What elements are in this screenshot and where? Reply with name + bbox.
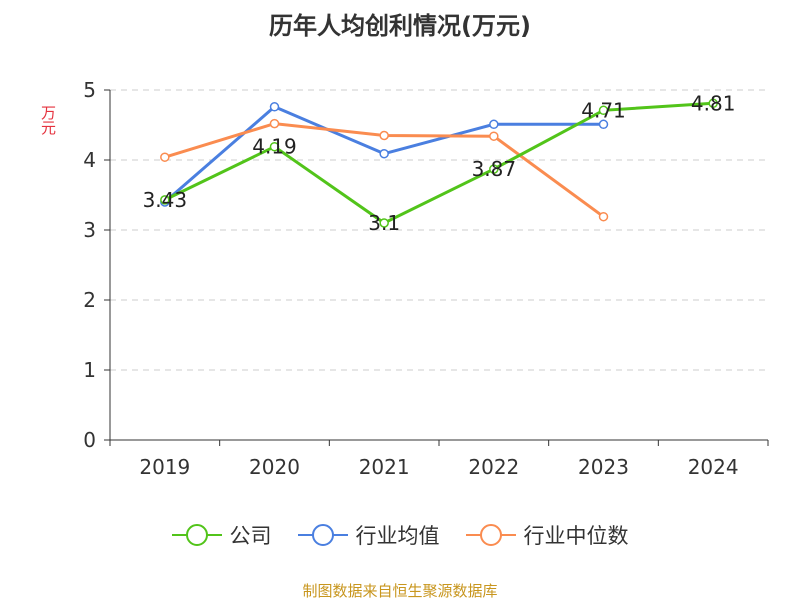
y-tick-label: 4 [83,148,96,172]
y-tick-label: 1 [83,358,96,382]
data-point [598,119,609,130]
data-point [379,218,389,228]
legend-label: 行业均值 [355,524,440,548]
y-tick-label: 5 [83,78,96,102]
data-label: 4.81 [691,91,736,115]
data-point [269,102,280,112]
data-point [379,130,389,141]
legend-item[interactable]: 行业中位数 [465,520,629,550]
y-tick-label: 2 [83,288,96,312]
x-tick-label: 2024 [688,455,739,479]
data-point [489,119,499,130]
legend-item[interactable]: 公司 [171,520,272,550]
data-point [489,131,499,141]
legend-label: 行业中位数 [523,524,629,548]
y-tick-label: 3 [83,218,96,242]
data-label: 3.87 [472,157,517,181]
x-tick-label: 2023 [578,455,629,479]
data-point [379,148,389,159]
x-tick-label: 2019 [139,455,190,479]
data-point [489,164,499,174]
x-tick-label: 2021 [359,455,410,479]
data-label: 3.43 [143,188,188,212]
legend-marker-icon [171,524,222,546]
series-line-0 [164,101,714,225]
y-tick-label: 0 [83,428,96,452]
data-point [598,211,609,222]
data-point [160,152,170,162]
x-tick-label: 2022 [468,455,519,479]
x-tick-label: 2020 [249,455,300,479]
legend: 公司 行业均值 行业中位数 [0,520,800,550]
chart-title: 历年人均创利情况(万元) [269,12,531,40]
data-point [708,98,718,109]
data-point [160,195,170,205]
data-label: 3.1 [368,211,400,235]
y-axis-label: 万元 [39,105,57,135]
data-point [269,141,280,152]
legend-label: 公司 [229,524,272,548]
legend-item[interactable]: 行业均值 [297,520,440,550]
data-point [598,105,609,116]
data-label: 4.71 [581,98,626,122]
source-note: 制图数据来自恒生聚源数据库 [302,582,498,600]
data-point [269,118,280,129]
legend-marker-icon [465,524,516,546]
data-label: 4.19 [252,135,297,159]
legend-marker-icon [297,524,348,546]
